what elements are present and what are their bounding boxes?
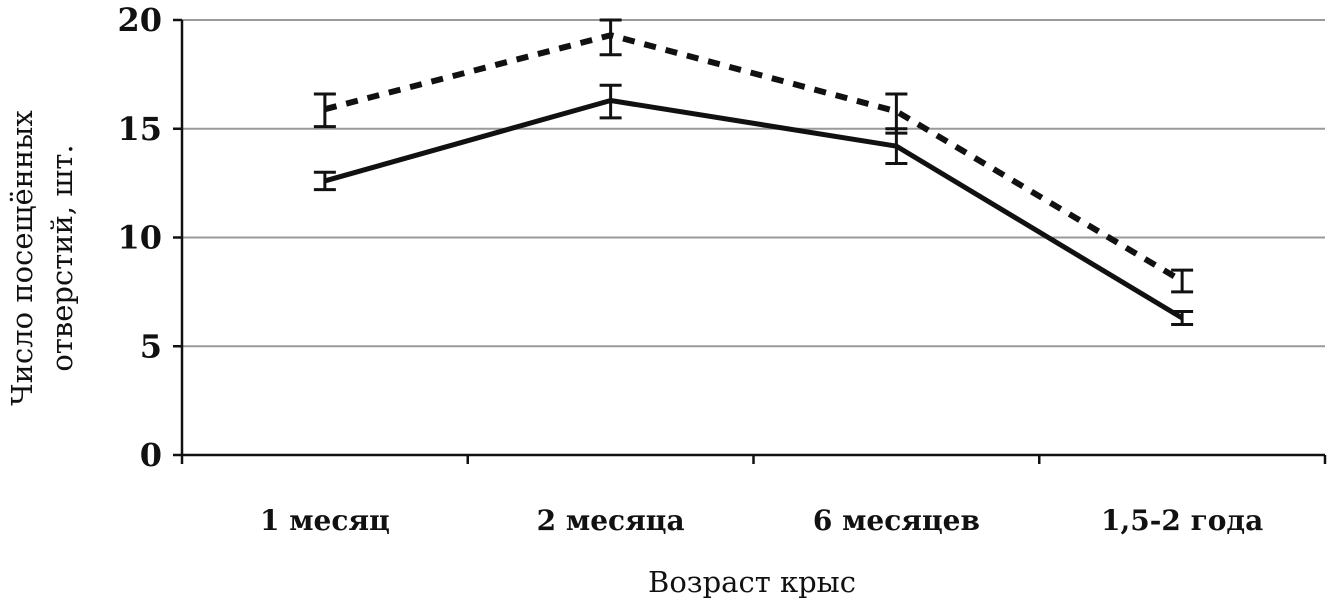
y-tick-label: 10 (117, 219, 162, 257)
y-axis-title: Число посещённых отверстий, шт. (5, 110, 79, 406)
y-tick-label: 5 (140, 327, 162, 365)
x-tick-label: 6 месяцев (813, 504, 980, 537)
axes (173, 18, 1327, 464)
y-tick-label: 15 (117, 110, 162, 148)
gridlines (182, 19, 1325, 348)
tick-labels: 0 5 10 15 20 1 месяц 2 месяца 6 месяцев 1,5-2 го… (117, 1, 1263, 537)
series-line-1 (324, 32, 1184, 284)
x-axis-title: Возраст крыс (648, 565, 856, 599)
y-axis-title-line-1: Число посещённых (5, 110, 39, 406)
error-bar (599, 83, 622, 120)
error-bar (1171, 309, 1194, 326)
x-tick-label: 1 месяц (260, 504, 390, 537)
x-tick-label: 2 месяца (537, 504, 685, 537)
y-tick-label: 20 (117, 1, 162, 39)
error-bar (885, 127, 908, 166)
error-bar (313, 92, 336, 129)
error-bar (1171, 268, 1194, 294)
series-line-2 (324, 97, 1184, 321)
series-lines (313, 18, 1194, 326)
error-bar (599, 18, 622, 57)
y-axis-title-line-2: отверстий, шт. (45, 144, 79, 371)
y-tick-label: 0 (140, 436, 162, 474)
error-bar (313, 170, 336, 192)
x-tick-label: 1,5-2 года (1101, 504, 1263, 537)
